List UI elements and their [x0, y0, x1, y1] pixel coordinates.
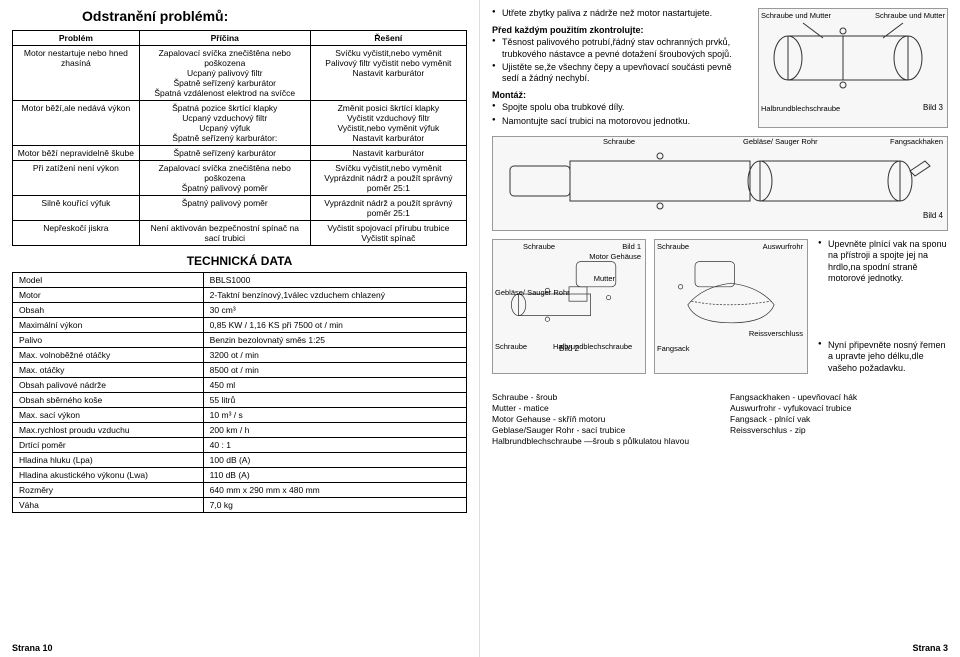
table-cell: 40 : 1 [203, 438, 466, 453]
legend-left: Schraube - šroubMutter - maticeMotor Geh… [492, 392, 710, 447]
table-cell: Palivo [13, 333, 204, 348]
table-cell: 10 m³ / s [203, 408, 466, 423]
table-cell: Změnit posici škrtící klapky Vyčistit vz… [310, 101, 466, 146]
tech-data-table: ModelBBLS1000Motor2-Taktní benzínový,1vá… [12, 272, 467, 513]
label-auswurf: Auswurfrohr [763, 242, 803, 251]
table-cell: Maximální výkon [13, 318, 204, 333]
bullet-list: Nyní připevněte nosný řemen a upravte je… [818, 340, 948, 374]
table-cell: Max. otáčky [13, 363, 204, 378]
page-number-left: Strana 10 [12, 643, 53, 653]
diagram-bild4: Schraube Gebläse/ Sauger Rohr Fangsackha… [492, 136, 948, 231]
table-cell: Drtící poměr [13, 438, 204, 453]
bullet-list: Těsnost palivového potrubí,řádný stav oc… [492, 37, 748, 84]
table-cell: 640 mm x 290 mm x 480 mm [203, 483, 466, 498]
table-cell: 0,85 KW / 1,16 KS při 7500 ot / min [203, 318, 466, 333]
label-halbrund1: Halbrundblechschraube [553, 342, 632, 351]
table-cell: 7,0 kg [203, 498, 466, 513]
table-cell: Hladina akustického výkonu (Lwa) [13, 468, 204, 483]
table-cell: 8500 ot / min [203, 363, 466, 378]
label-geblase1: Gebläse/ Sauger Rohr [495, 288, 570, 297]
table-cell: Nepřeskočí jiskra [13, 221, 140, 246]
table-cell: Svíčku vyčistit,nebo vyměnit Palivový fi… [310, 46, 466, 101]
label-schraube1: Schraube [523, 242, 555, 251]
label-geblase: Gebläse/ Sauger Rohr [743, 137, 818, 146]
label-schraube-mutter2: Schraube und Mutter [875, 11, 945, 20]
label-fangsack: Fangsackhaken [890, 137, 943, 146]
label-reiss: Reissverschluss [749, 329, 803, 338]
table-cell: Benzin bezolovnatý směs 1:25 [203, 333, 466, 348]
table-cell: 450 ml [203, 378, 466, 393]
table-cell: Špatný palivový poměr [139, 196, 310, 221]
table-cell: 55 litrů [203, 393, 466, 408]
troubleshoot-table: ProblémPříčinaŘešení Motor nestartuje ne… [12, 30, 467, 246]
bild4-label: Bild 4 [497, 211, 943, 220]
label-fangsack2: Fangsack [657, 344, 690, 353]
table-cell: 200 km / h [203, 423, 466, 438]
list-item: Těsnost palivového potrubí,řádný stav oc… [492, 37, 748, 60]
troubleshoot-title: Odstranění problémů: [12, 8, 467, 24]
table-cell: Zapalovací svíčka znečištěna nebo poškoz… [139, 46, 310, 101]
table-header: Problém [13, 31, 140, 46]
label-mutter: Mutter [594, 274, 615, 283]
tech-data-title: TECHNICKÁ DATA [12, 254, 467, 268]
list-item: Nyní připevněte nosný řemen a upravte je… [818, 340, 948, 374]
table-cell: Motor [13, 288, 204, 303]
list-item: Ujistěte se,že všechny čepy a upevňovací… [492, 62, 748, 85]
diagram-bild3: Schraube und Mutter Schraube und Mutter … [758, 8, 948, 128]
page-number-right: Strana 3 [912, 643, 948, 653]
table-cell: Špatně seřízený karburátor [139, 146, 310, 161]
table-cell: Nastavit karburátor [310, 146, 466, 161]
subhead-montage: Montáž: [492, 90, 748, 100]
table-cell: 100 dB (A) [203, 453, 466, 468]
legend-right: Fangsackhaken - upevňovací hákAuswurfroh… [730, 392, 948, 447]
table-cell: Vyčistit spojovací přírubu trubice Vyčis… [310, 221, 466, 246]
bullet-list: Upevněte plnící vak na sponu na přístroj… [818, 239, 948, 284]
table-cell: Rozměry [13, 483, 204, 498]
list-item: Utřete zbytky paliva z nádrže než motor … [492, 8, 748, 19]
label-schraube-mutter: Schraube und Mutter [761, 11, 831, 20]
label-motor-gehause: Motor Gehäuse [589, 252, 641, 261]
table-cell: Model [13, 273, 204, 288]
table-cell: Není aktivován bezpečnostní spínač na sa… [139, 221, 310, 246]
table-cell: Max.rychlost proudu vzduchu [13, 423, 204, 438]
table-cell: Motor běží,ale nedává výkon [13, 101, 140, 146]
table-cell: 2-Taktní benzínový,1válec vzduchem chlaz… [203, 288, 466, 303]
table-cell: Silně kouřící výfuk [13, 196, 140, 221]
table-header: Řešení [310, 31, 466, 46]
table-cell: Váha [13, 498, 204, 513]
table-header: Příčina [139, 31, 310, 46]
table-cell: Max. volnoběžné otáčky [13, 348, 204, 363]
bullet-list: Spojte spolu oba trubkové díly. Namontujt… [492, 102, 748, 127]
label-schraube2: Schraube [657, 242, 689, 251]
list-item: Upevněte plnící vak na sponu na přístroj… [818, 239, 948, 284]
label-schraube1b: Schraube [495, 342, 527, 351]
table-cell: Obsah sběrného koše [13, 393, 204, 408]
table-cell: Vyprázdnit nádrž a použít správný poměr … [310, 196, 466, 221]
table-cell: Motor nestartuje nebo hned zhasíná [13, 46, 140, 101]
diagram-bild2: Schraube Auswurfrohr Reissverschluss Fan… [654, 239, 808, 374]
table-cell: BBLS1000 [203, 273, 466, 288]
table-cell: 3200 ot / min [203, 348, 466, 363]
table-cell: Motor běží nepravidelně škube [13, 146, 140, 161]
list-item: Spojte spolu oba trubkové díly. [492, 102, 748, 113]
table-cell: Svíčku vyčistit,nebo vyměnit Vyprázdnit … [310, 161, 466, 196]
table-cell: 110 dB (A) [203, 468, 466, 483]
label-bild1: Bild 1 [622, 242, 641, 251]
table-cell: Hladina hluku (Lpa) [13, 453, 204, 468]
table-cell: Špatná pozice škrtící klapky Ucpaný vzdu… [139, 101, 310, 146]
label-schraube: Schraube [603, 137, 635, 146]
label-halbrund: Halbrundblechschraube [761, 104, 840, 113]
table-cell: Zapalovací svíčka znečištěna nebo poškoz… [139, 161, 310, 196]
table-cell: 30 cm³ [203, 303, 466, 318]
table-cell: Obsah [13, 303, 204, 318]
diagram-bild1: Bild 1 Motor Gehäuse Schraube Mutter Geb… [492, 239, 646, 374]
table-cell: Max. sací výkon [13, 408, 204, 423]
table-cell: Obsah palivové nádrže [13, 378, 204, 393]
subhead-check: Před každým použitím zkontrolujte: [492, 25, 748, 35]
table-cell: Při zatížení není výkon [13, 161, 140, 196]
bullet-list: Utřete zbytky paliva z nádrže než motor … [492, 8, 748, 19]
list-item: Namontujte sací trubici na motorovou jed… [492, 116, 748, 127]
